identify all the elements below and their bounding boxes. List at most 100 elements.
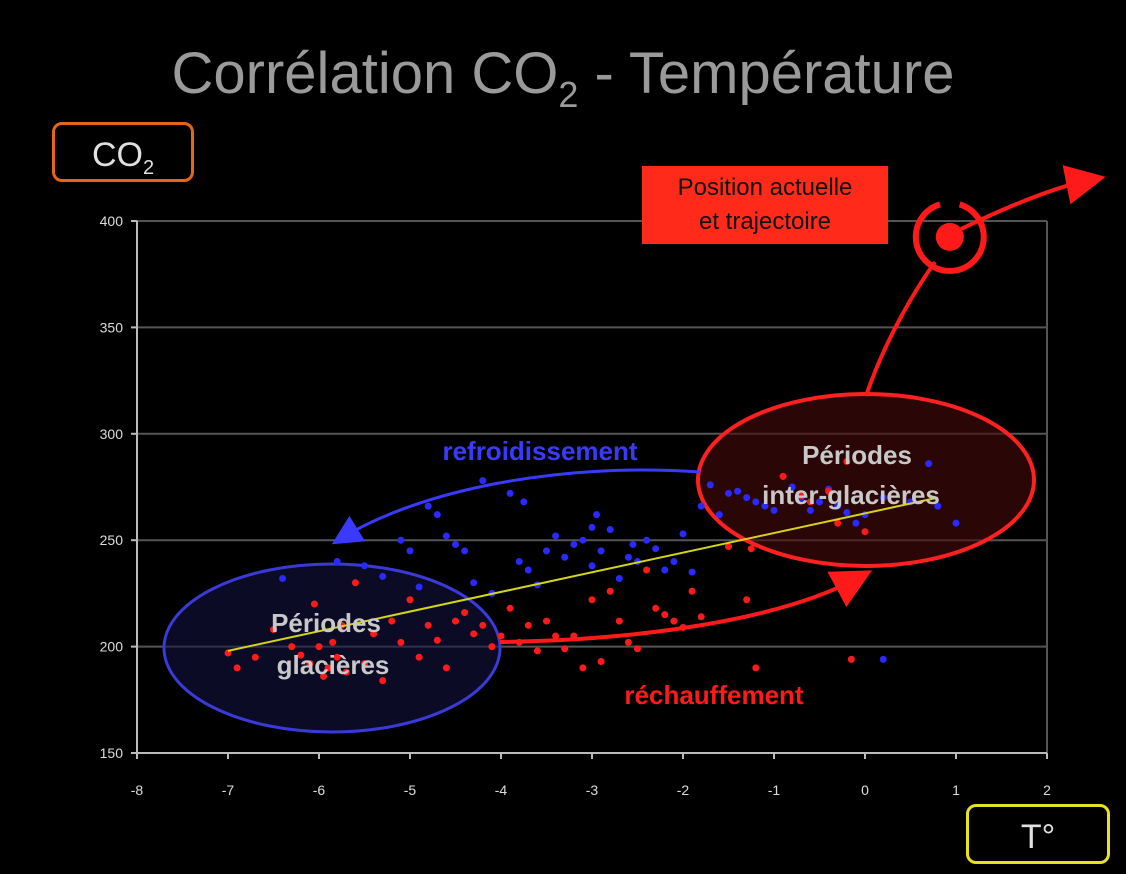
blue-data-point: [524, 566, 532, 574]
x-tick-label: -4: [495, 782, 508, 798]
red-data-point: [697, 613, 705, 621]
red-data-point: [825, 487, 833, 495]
future-trajectory-arrow: [954, 165, 1106, 234]
red-data-point: [497, 632, 505, 640]
current-position-marker: [935, 222, 964, 251]
blue-data-point: [725, 489, 732, 497]
blue-data-point: [715, 511, 723, 519]
callout-line-2: et trajectoire: [698, 208, 832, 235]
red-data-point: [388, 617, 396, 625]
red-data-point: [561, 645, 569, 653]
y-tick-label: 350: [100, 319, 124, 335]
annotation-labels: refroidissement réchauffement Périodes glac…: [271, 436, 940, 710]
blue-data-point: [661, 566, 669, 574]
blue-data-point: [834, 502, 842, 510]
y-axis-label: CO2: [52, 122, 194, 182]
blue-data-point: [442, 532, 450, 540]
blue-data-point: [743, 494, 751, 502]
blue-data-point: [752, 498, 760, 506]
red-data-point: [670, 617, 678, 625]
cooling-arrow: [331, 468, 701, 545]
red-data-point: [652, 604, 660, 612]
red-data-point: [506, 604, 514, 612]
red-data-point: [329, 638, 337, 646]
red-data-point: [424, 621, 432, 629]
blue-data-point: [279, 575, 287, 583]
red-data-point: [288, 643, 296, 651]
red-data-point: [470, 630, 478, 638]
red-data-point: [615, 617, 623, 625]
blue-data-point: [561, 553, 569, 561]
red-data-point: [406, 596, 414, 604]
trajectory-up-line: [864, 260, 937, 397]
blue-data-point: [597, 547, 605, 555]
red-data-point: [743, 596, 751, 604]
red-data-point: [251, 653, 259, 661]
blue-data-point: [415, 583, 423, 591]
red-data-point: [442, 664, 450, 672]
x-tick-label: 1: [952, 782, 960, 798]
red-data-point: [843, 457, 851, 465]
red-data-point: [861, 528, 869, 536]
blue-data-point: [624, 553, 632, 561]
blue-data-point: [433, 511, 441, 519]
blue-data-point: [816, 498, 823, 506]
x-axis-label: T°: [966, 804, 1110, 864]
axes: 150 200 250 300 350 400 -8 -7 -6 -5 -4 -3 -2 -1 0 1 2: [100, 213, 1051, 798]
blue-data-point: [688, 568, 696, 576]
blue-data-point: [406, 547, 414, 555]
red-data-point: [488, 643, 496, 651]
red-data-point: [397, 638, 405, 646]
red-data-point: [834, 519, 842, 527]
blue-data-point: [629, 540, 637, 548]
blue-data-point: [679, 530, 687, 538]
red-data-point: [752, 664, 760, 672]
trend-line: [227, 496, 939, 652]
blue-data-point: [806, 506, 814, 514]
red-data-point: [433, 636, 441, 644]
blue-data-point: [925, 460, 933, 468]
glacial-label-line2: glacières: [277, 650, 390, 680]
red-data-point: [624, 638, 632, 646]
red-data-point: [461, 609, 469, 617]
red-data-point: [310, 600, 318, 608]
red-data-point: [543, 617, 550, 625]
red-data-point: [524, 621, 532, 629]
blue-data-point: [520, 498, 528, 506]
red-data-point: [747, 545, 755, 553]
blue-data-point: [952, 519, 960, 527]
x-tick-label: -5: [404, 782, 417, 798]
current-position-callout: Position actuelle et trajectoire: [642, 166, 888, 244]
current-position-ring: [912, 199, 987, 274]
blue-data-point: [570, 540, 578, 548]
red-data-point: [415, 653, 423, 661]
red-data-point: [306, 660, 314, 668]
red-data-point: [661, 611, 669, 619]
period-ellipses: [162, 392, 1036, 734]
blue-data-point: [879, 494, 887, 502]
blue-data-point: [543, 547, 550, 555]
glacial-label-line1: Périodes: [271, 608, 381, 638]
y-tick-label: 150: [100, 745, 124, 761]
chart-title: Corrélation CO2 - Température: [171, 41, 955, 115]
red-data-point: [725, 543, 732, 551]
y-tick-label: 200: [100, 639, 124, 655]
blue-data-point: [734, 487, 742, 495]
blue-data-point: [515, 557, 523, 565]
regression-line: [227, 496, 939, 652]
blue-data-point: [452, 540, 459, 548]
blue-data-point: [397, 536, 405, 544]
blue-data-point: [506, 489, 514, 497]
red-data-point: [533, 647, 541, 655]
red-data-point: [797, 492, 805, 500]
glacial-period-ellipse: [162, 562, 502, 734]
red-data-point: [320, 672, 328, 680]
y-tick-label: 400: [100, 213, 124, 229]
red-data-point: [297, 651, 305, 659]
blue-data-point: [470, 579, 478, 587]
red-data-point: [597, 657, 605, 665]
blue-data-point: [606, 526, 614, 534]
x-tick-label: -3: [586, 782, 599, 798]
blue-data-point: [843, 509, 851, 517]
trajectory-arrows: [331, 165, 1106, 644]
